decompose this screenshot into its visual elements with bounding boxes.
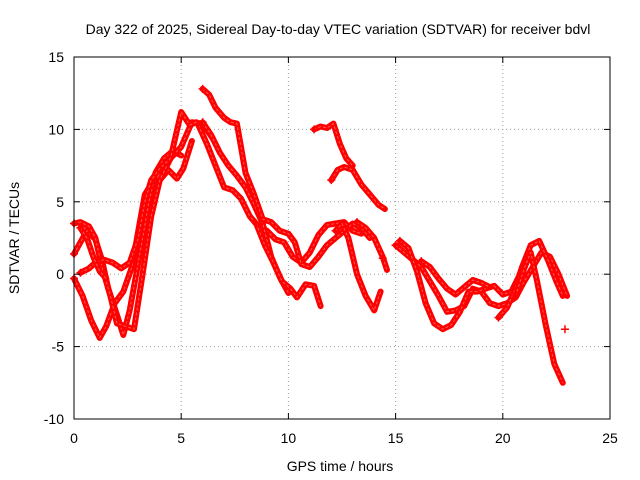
series-track-9-start-marker xyxy=(252,219,261,228)
x-tick-label: 25 xyxy=(602,430,618,446)
series-track-18-start-marker xyxy=(511,291,520,300)
isolated-point-marker xyxy=(560,325,569,334)
y-axis-label: SDTVAR / TECUs xyxy=(6,182,22,294)
x-tick-label: 20 xyxy=(495,430,511,446)
series-track-8-marker-texture xyxy=(202,88,371,268)
series-track-16-marker-texture xyxy=(420,260,491,295)
series-track-15-start-marker xyxy=(395,236,404,245)
series-track-9-marker-texture xyxy=(255,223,322,307)
series-track-13-start-marker xyxy=(353,218,362,227)
series-track-7-start-marker xyxy=(198,118,207,127)
series-track-6-marker-texture xyxy=(197,124,362,264)
data-series xyxy=(70,84,571,386)
series-track-11-start-marker xyxy=(327,176,336,185)
plot-frame xyxy=(73,56,611,420)
isolated-point-marker xyxy=(378,254,387,263)
series-track-4-start-marker xyxy=(76,268,85,277)
x-axis-label: GPS time / hours xyxy=(287,458,394,474)
series-track-17-marker-texture xyxy=(498,240,564,319)
x-tick-label: 0 xyxy=(70,430,78,446)
y-tick-label: -10 xyxy=(44,411,64,427)
series-track-18-marker-texture xyxy=(515,252,564,384)
x-tick-label: 5 xyxy=(177,430,185,446)
series-track-10-marker-texture xyxy=(313,123,354,167)
series-track-3-marker-texture xyxy=(73,121,214,330)
series-track-14-start-marker xyxy=(391,241,400,250)
series-track-11-marker-texture xyxy=(330,166,386,210)
y-tick-label: 15 xyxy=(48,49,64,65)
series-track-5-marker-texture xyxy=(79,227,107,279)
series-track-16-start-marker xyxy=(417,257,426,266)
y-tick-label: 0 xyxy=(56,266,64,282)
series-track-8-start-marker xyxy=(198,84,207,93)
y-tick-label: -5 xyxy=(52,339,65,355)
series-track-10-start-marker xyxy=(310,125,319,134)
x-tick-label: 10 xyxy=(281,430,297,446)
y-tick-label: 5 xyxy=(56,194,64,210)
series-track-15-marker-texture xyxy=(399,240,521,330)
series-track-17-start-marker xyxy=(494,313,503,322)
series-track-12-marker-texture xyxy=(335,223,382,311)
series-track-5-start-marker xyxy=(76,223,85,232)
series-track-13-marker-texture xyxy=(356,221,388,271)
x-tick-label: 15 xyxy=(388,430,404,446)
axis-ticks: 0 5 10 15 20 25 -10 -5 0 5 10 15 xyxy=(44,49,618,446)
chart-title: Day 322 of 2025, Sidereal Day-to-day VTE… xyxy=(86,21,591,37)
y-tick-label: 10 xyxy=(48,121,64,137)
series-track-12-start-marker xyxy=(331,226,340,235)
